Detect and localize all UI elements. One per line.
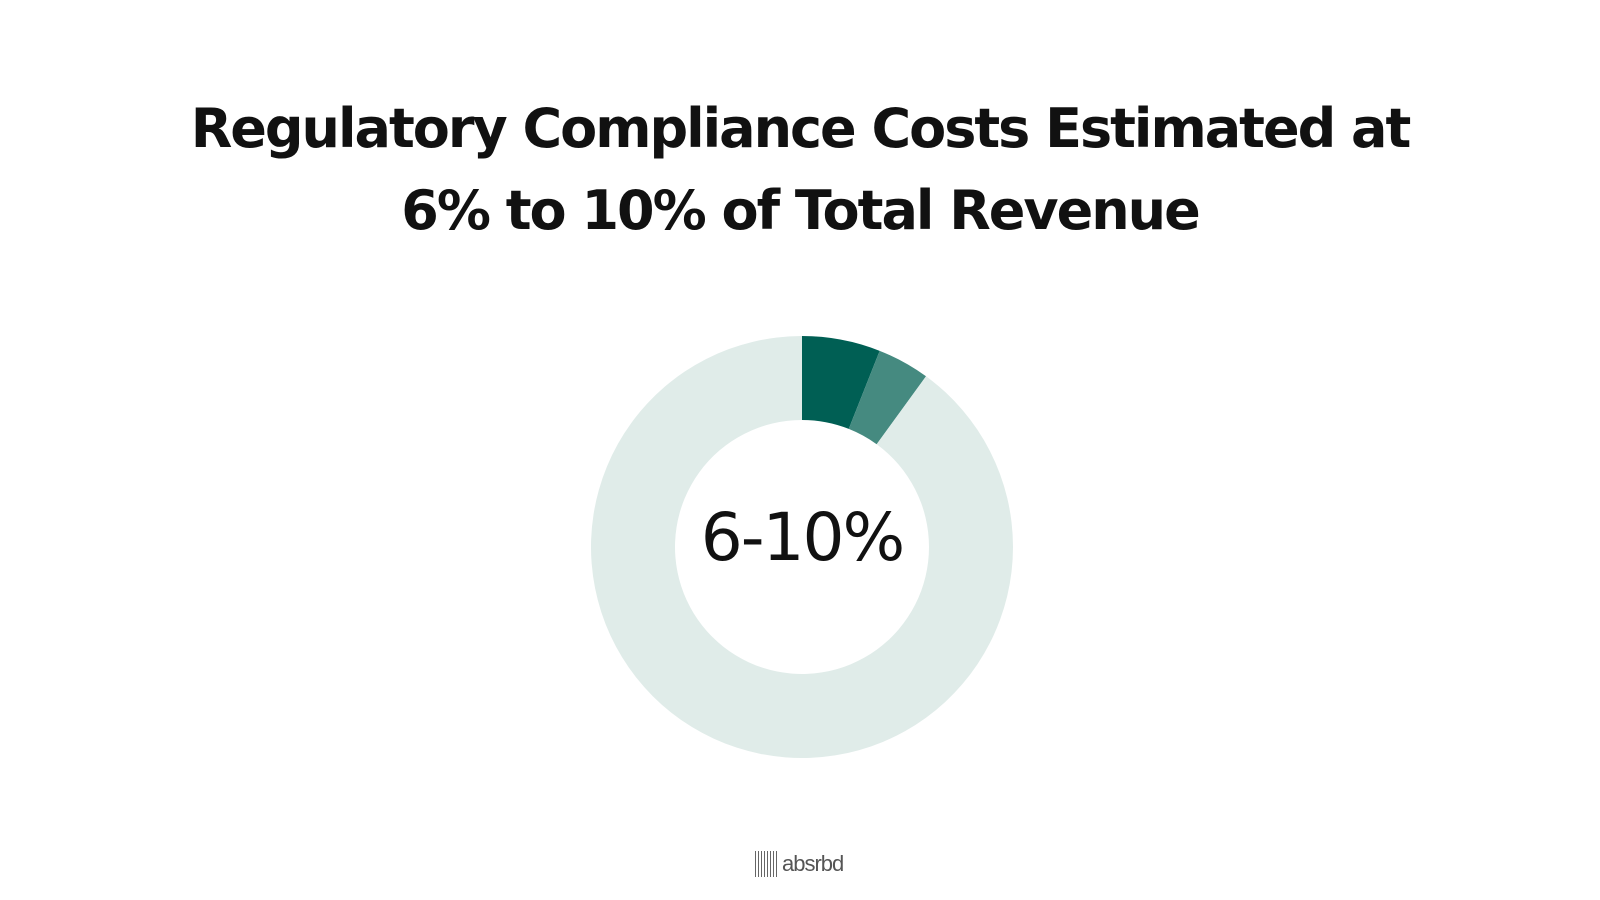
brand-logo-text: absrbd <box>782 851 844 876</box>
brand-logo: absrbd <box>755 850 844 878</box>
chart-title: Regulatory Compliance Costs Estimated at… <box>0 88 1600 252</box>
donut-center-label: 6-10% <box>701 499 904 576</box>
barcode-icon <box>755 850 779 878</box>
chart-title-line-1: Regulatory Compliance Costs Estimated at <box>190 97 1412 160</box>
donut-slices <box>591 336 1014 758</box>
donut-slice-3 <box>591 336 1014 758</box>
donut-slice-1 <box>802 336 880 429</box>
donut-slice-2 <box>848 350 927 445</box>
chart-title-line-2: 6% to 10% of Total Revenue <box>401 179 1201 242</box>
